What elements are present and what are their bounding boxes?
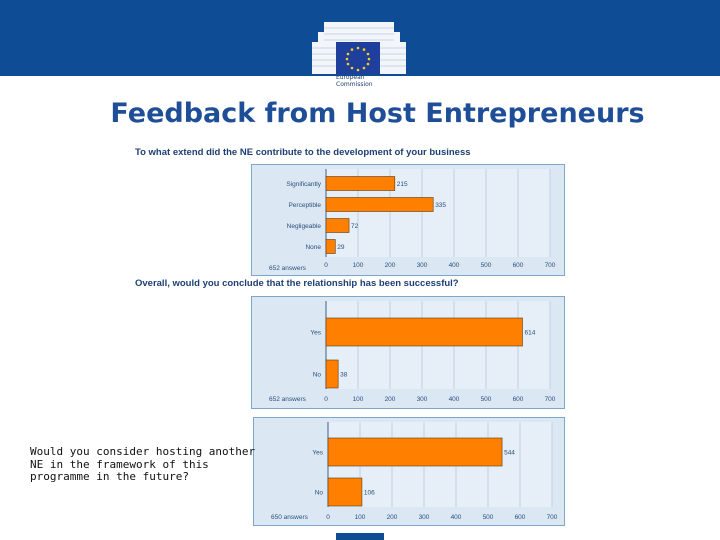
- data-label: 106: [364, 490, 375, 497]
- x-tick-label: 600: [513, 262, 524, 269]
- slide-title: Feedback from Host Entrepreneurs: [110, 98, 645, 129]
- bar: [325, 218, 350, 233]
- chart-1-panel: 0 100 200 300 400 500 600 700 Significantly 215 Pe…: [251, 164, 565, 276]
- x-tick-label: 200: [385, 262, 396, 269]
- x-tick-label: 700: [545, 262, 556, 269]
- x-tick-label: 700: [545, 396, 556, 403]
- answers-note: 652 answers: [269, 265, 307, 272]
- bar: [325, 317, 523, 347]
- x-tick-label: 0: [326, 514, 330, 521]
- answers-note: 650 answers: [271, 514, 309, 521]
- x-tick-label: 400: [449, 262, 460, 269]
- data-label: 335: [435, 202, 446, 209]
- bottom-tab: [336, 533, 384, 540]
- logo-text: European Commission: [336, 74, 373, 88]
- category-label: Yes: [310, 330, 321, 337]
- chart-2: 0 100 200 300 400 500 600 700 Yes 614 No 38 652 answ…: [269, 301, 556, 403]
- x-tick-label: 300: [417, 396, 428, 403]
- chart-1-title: To what extend did the NE contribute to …: [135, 147, 471, 158]
- x-tick-label: 400: [451, 514, 462, 521]
- x-tick-label: 400: [449, 396, 460, 403]
- x-tick-label: 100: [353, 262, 364, 269]
- x-tick-label: 300: [417, 262, 428, 269]
- x-tick-label: 100: [355, 514, 366, 521]
- data-label: 29: [337, 244, 345, 251]
- category-label: No: [315, 490, 324, 497]
- x-tick-label: 500: [481, 396, 492, 403]
- x-tick-label: 300: [419, 514, 430, 521]
- building-icon: [312, 22, 406, 74]
- x-tick-label: 500: [483, 514, 494, 521]
- bar: [325, 197, 434, 212]
- category-label: None: [305, 244, 321, 251]
- chart-3: 0 100 200 300 400 500 600 700 Yes 544 No 106 650 ans…: [271, 422, 558, 521]
- data-label: 614: [524, 330, 535, 337]
- category-label: Yes: [312, 450, 323, 457]
- x-tick-label: 0: [324, 262, 328, 269]
- data-label: 72: [351, 223, 359, 230]
- bar: [325, 359, 339, 389]
- x-tick-label: 600: [513, 396, 524, 403]
- data-label: 544: [504, 450, 515, 457]
- x-tick-label: 700: [547, 514, 558, 521]
- x-tick-label: 100: [353, 396, 364, 403]
- data-label: 38: [340, 372, 348, 379]
- x-tick-label: 0: [324, 396, 328, 403]
- european-commission-logo: European Commission: [310, 16, 430, 100]
- bar: [327, 437, 503, 467]
- question-text: Would you consider hosting another NE in…: [30, 445, 256, 483]
- chart-2-title: Overall, would you conclude that the rel…: [135, 278, 459, 289]
- category-label: Perceptible: [288, 202, 321, 209]
- category-label: No: [313, 372, 322, 379]
- bar: [325, 176, 396, 191]
- x-tick-label: 200: [387, 514, 398, 521]
- x-tick-label: 500: [481, 262, 492, 269]
- answers-note: 652 answers: [269, 396, 307, 403]
- category-label: Significantly: [286, 181, 321, 188]
- chart-2-panel: 0 100 200 300 400 500 600 700 Yes 614 No 38 652 answ…: [251, 296, 565, 409]
- chart-3-panel: 0 100 200 300 400 500 600 700 Yes 544 No 106 650 ans…: [253, 417, 565, 526]
- category-label: Negligeable: [287, 223, 322, 230]
- data-label: 215: [397, 181, 408, 188]
- x-tick-label: 600: [515, 514, 526, 521]
- bar: [327, 477, 363, 507]
- x-tick-label: 200: [385, 396, 396, 403]
- bar: [325, 239, 336, 254]
- chart-1: 0 100 200 300 400 500 600 700 Significantly 215 Pe…: [269, 169, 556, 272]
